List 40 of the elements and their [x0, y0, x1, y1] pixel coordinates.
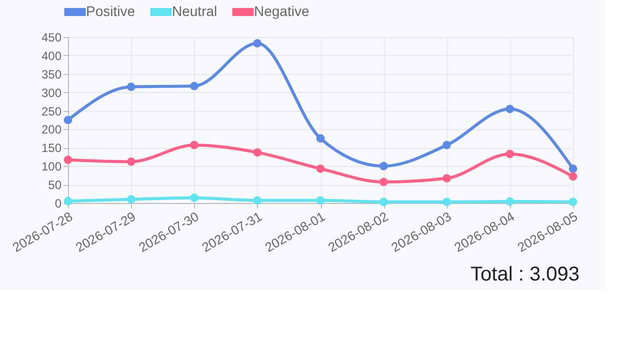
point	[442, 198, 451, 206]
point	[64, 116, 72, 124]
y-tick-label: 400	[41, 48, 62, 63]
point	[568, 172, 578, 181]
y-tick-label: 200	[41, 122, 62, 137]
y-tick-label: 0	[54, 196, 62, 210]
point	[126, 195, 136, 204]
point	[64, 156, 72, 164]
point	[126, 82, 136, 91]
y-tick-label: 300	[41, 86, 62, 100]
legend-label: Negative	[254, 3, 310, 19]
point	[568, 164, 578, 173]
point	[126, 158, 136, 166]
point	[442, 140, 451, 150]
point	[506, 197, 514, 206]
point	[316, 164, 325, 173]
point	[316, 196, 325, 205]
point	[190, 82, 198, 90]
point	[190, 194, 198, 202]
point	[442, 174, 451, 182]
legend-label: Positive	[86, 3, 136, 19]
point	[379, 178, 388, 186]
point	[379, 198, 388, 206]
point	[568, 198, 578, 206]
point	[253, 148, 262, 157]
y-tick-label: 350	[41, 67, 62, 82]
text: Total : 3.093	[470, 264, 580, 286]
point	[506, 104, 514, 114]
point	[253, 39, 262, 48]
y-tick-label: 450	[41, 30, 62, 44]
point	[506, 150, 514, 158]
point	[190, 140, 198, 150]
y-tick-label: 50	[48, 178, 62, 192]
point	[316, 134, 325, 143]
y-tick-label: 100	[41, 160, 62, 174]
point	[379, 162, 388, 170]
y-tick-label: 250	[41, 104, 62, 118]
y-tick-label: 150	[41, 141, 62, 156]
legend-label: Neutral	[172, 3, 218, 19]
point	[253, 196, 262, 205]
